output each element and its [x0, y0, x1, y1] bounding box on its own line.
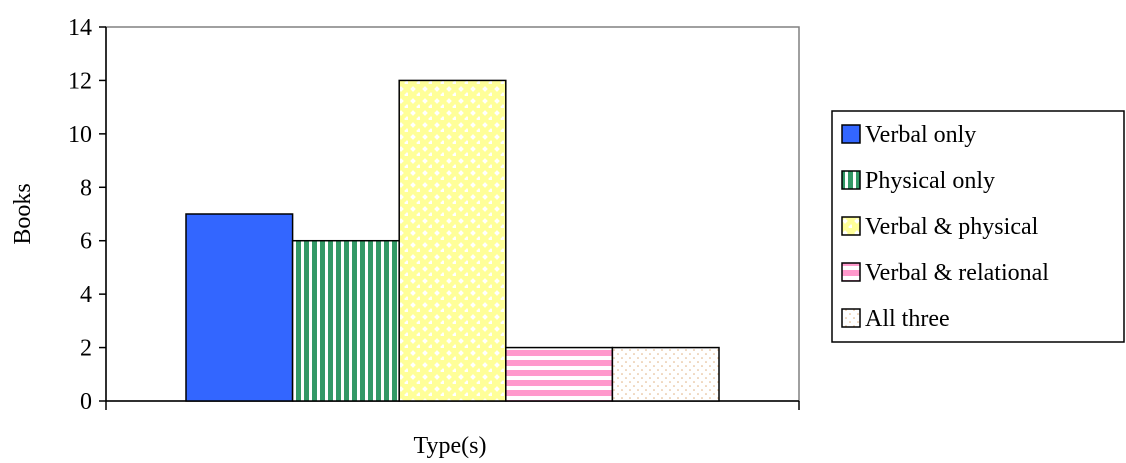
legend: Verbal only Physical only Verbal & physica…: [831, 110, 1125, 343]
bar-all-three: [611, 346, 720, 402]
y-tick-label: 8: [80, 175, 92, 201]
bar-verbal-only: [185, 213, 294, 402]
x-axis-title: Type(s): [414, 433, 487, 459]
y-axis: 0 2 4 6 8 10 12 14: [68, 15, 107, 415]
bar-physical-only: [291, 239, 400, 402]
legend-label: Physical only: [865, 168, 995, 194]
y-tick-label: 10: [68, 122, 92, 148]
legend-swatch: [841, 170, 861, 190]
bars: [185, 79, 720, 402]
y-tick-label: 2: [80, 336, 92, 362]
legend-swatch: [841, 216, 861, 236]
y-tick-label: 0: [80, 389, 92, 415]
y-tick-label: 12: [68, 68, 92, 94]
legend-label: Verbal & physical: [865, 214, 1039, 240]
legend-label: Verbal only: [865, 122, 976, 148]
legend-frame: [831, 110, 1125, 343]
legend-swatch: [841, 124, 861, 144]
bar-verbal-physical: [398, 79, 507, 402]
y-tick-label: 4: [80, 282, 92, 308]
legend-label: Verbal & relational: [865, 260, 1049, 286]
y-axis-title: Books: [10, 183, 36, 244]
y-tick-label: 6: [80, 229, 92, 255]
legend-label: All three: [865, 306, 950, 332]
legend-swatch: [841, 262, 861, 282]
legend-swatch: [841, 308, 861, 328]
x-axis: [105, 400, 800, 410]
y-tick-label: 14: [68, 15, 92, 41]
bar-verbal-relational: [505, 346, 614, 402]
